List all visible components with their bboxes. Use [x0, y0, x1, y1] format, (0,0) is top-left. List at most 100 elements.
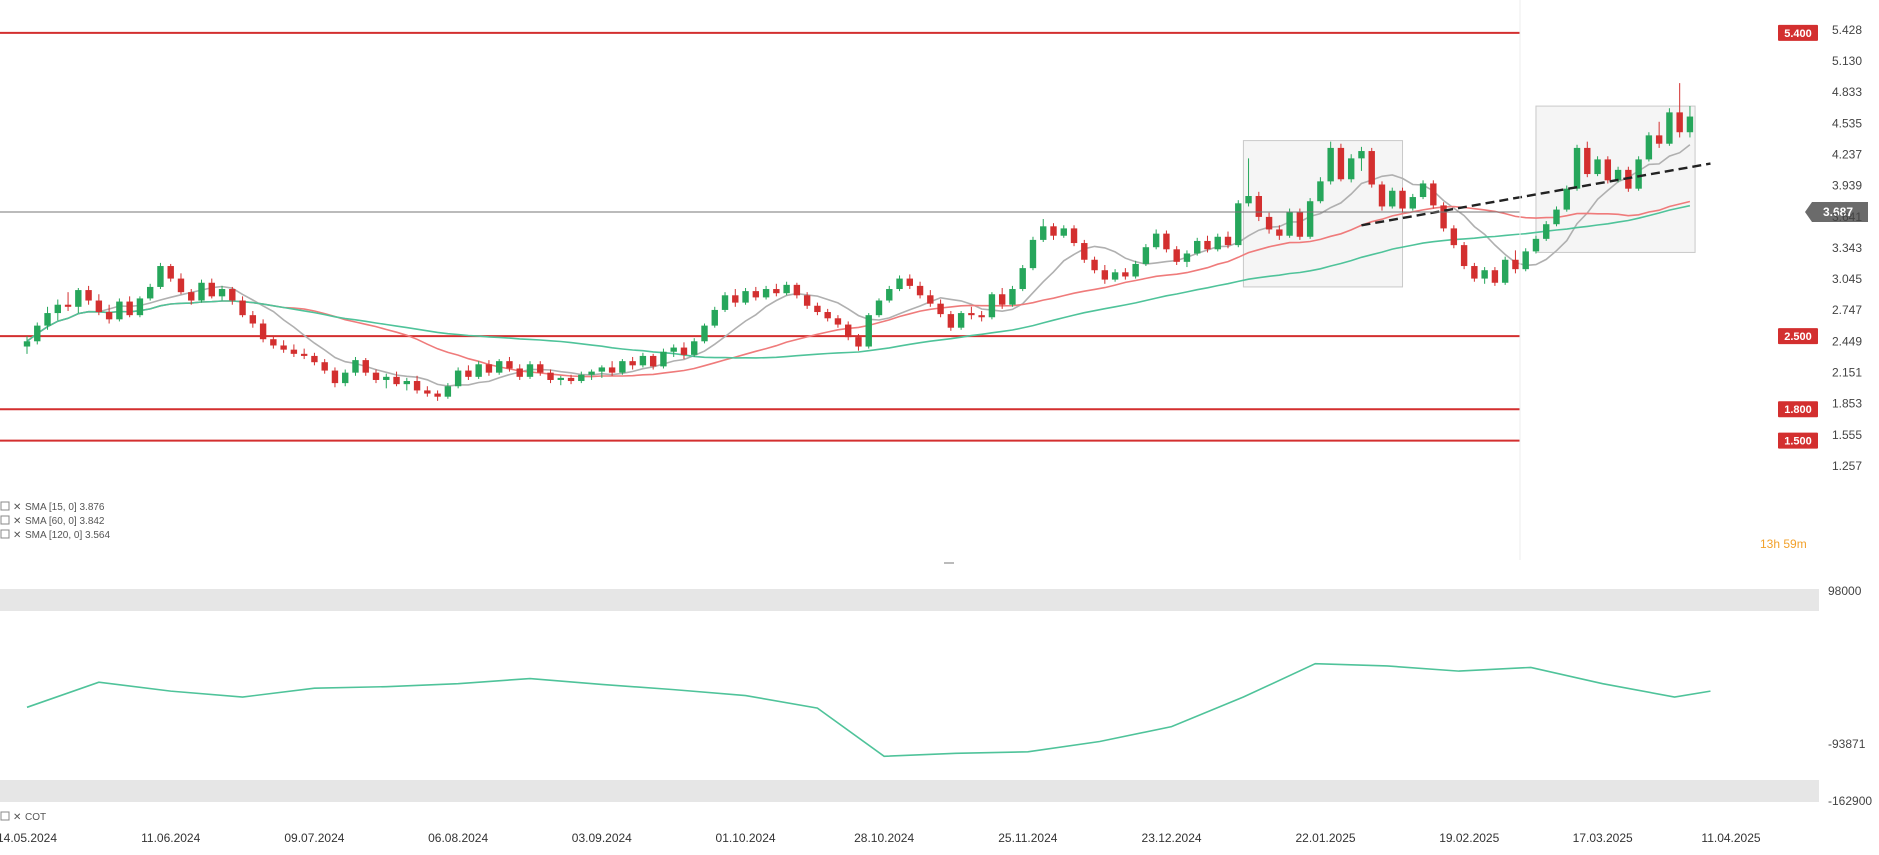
current-price-tag [1805, 201, 1868, 222]
candle-body [475, 364, 482, 377]
candle-body [732, 295, 739, 303]
candle-body [1060, 228, 1067, 236]
candle-body [906, 278, 913, 286]
candle-body [660, 351, 667, 367]
candle-body [1471, 266, 1478, 279]
candle-body [793, 284, 801, 296]
candle-body [1358, 151, 1365, 159]
candle-body [1563, 188, 1570, 210]
candle-body [1029, 239, 1037, 269]
price-tick-label: 5.428 [1832, 23, 1862, 37]
candle-body [1522, 251, 1529, 270]
candle-body [105, 312, 113, 320]
price-tick-label: 3.045 [1832, 272, 1862, 286]
candle-body [1378, 184, 1386, 207]
price-axis: 5.428 5.130 4.833 4.535 4.237 3.939 3.641 3.343… [1519, 0, 1862, 560]
candle-body [1163, 233, 1170, 250]
candle-body [1081, 243, 1088, 260]
candle-body [691, 341, 698, 355]
candle-body [1327, 147, 1334, 182]
candle-body [916, 285, 924, 296]
candle-body [865, 315, 872, 347]
candle-body [578, 374, 585, 382]
candle-body [670, 347, 677, 352]
cot-label: COT [25, 812, 46, 823]
candle-body [198, 282, 205, 301]
candle-body [1019, 268, 1026, 290]
volume-panel: 98000 [0, 562, 1862, 611]
legend-settings-icon [0, 501, 10, 511]
date-tick-label: 06.08.2024 [428, 831, 488, 845]
candle-body [1132, 263, 1139, 277]
candle-body [1317, 181, 1324, 202]
candle-body [526, 364, 534, 377]
candle-body [383, 376, 390, 380]
price-tick-label: 4.237 [1832, 147, 1862, 161]
candle-body [136, 298, 144, 316]
candle-body [413, 381, 421, 391]
price-tick-label: 4.535 [1832, 116, 1862, 130]
date-tick-label: 23.12.2024 [1142, 831, 1202, 845]
candle-body [177, 278, 185, 293]
candle-body [834, 318, 842, 325]
candle-body [157, 266, 164, 287]
price-tick-label: 2.747 [1832, 303, 1862, 317]
candle-body [1183, 253, 1191, 262]
candle-body [1142, 247, 1150, 264]
candle-body [639, 355, 647, 366]
candle-body [814, 305, 821, 313]
candle-body [1419, 183, 1427, 198]
candle-body [1666, 112, 1673, 144]
candle-body [1635, 159, 1642, 189]
sma-line [26, 144, 1691, 387]
candle-body [116, 301, 123, 320]
candle-body [1512, 259, 1519, 270]
level-tag [1778, 328, 1818, 345]
price-tick-label: 3.641 [1832, 210, 1862, 224]
candle-body [937, 303, 944, 315]
candle-body [649, 355, 657, 367]
volume-axis-label: 98000 [1828, 584, 1862, 598]
cot-axis-label: -93871 [1828, 737, 1866, 751]
candle-body [1070, 228, 1078, 244]
candle-body [845, 324, 852, 338]
candle-body [1501, 259, 1509, 283]
legend-indicator: SMA [15, 0] 3.876 [25, 502, 105, 513]
candle-body [342, 372, 349, 384]
candle-body [95, 300, 103, 313]
level-tag-label: 1.500 [1784, 436, 1812, 448]
candle-body [300, 353, 308, 356]
candle-body [495, 361, 503, 373]
candle-body [259, 323, 267, 340]
candle-body [239, 300, 246, 316]
price-tick-label: 4.833 [1832, 85, 1862, 99]
candle-body [454, 370, 462, 387]
cot-panel: -93871 -162900 ✕ COT [0, 662, 1872, 823]
candle-body [1553, 209, 1560, 225]
candle-body [701, 325, 708, 342]
price-tick-label: 3.939 [1832, 179, 1862, 193]
legend-settings-icon [0, 515, 10, 525]
candle-body [721, 295, 729, 310]
date-tick-label: 22.01.2025 [1295, 831, 1355, 845]
candle-body [629, 361, 636, 366]
trendline [1361, 162, 1711, 227]
candle-body [393, 376, 400, 385]
candle-body [1276, 229, 1283, 236]
panel-resize-handle [944, 562, 954, 564]
candle-body [1460, 245, 1468, 267]
cot-axis-label: -162900 [1828, 794, 1872, 808]
candle-body [1594, 159, 1601, 175]
candle-body [742, 291, 749, 303]
candle-body [598, 367, 606, 372]
candle-body [54, 304, 61, 314]
candle-body [321, 362, 328, 371]
candle-body [1337, 147, 1345, 180]
legend-settings-icon [0, 529, 10, 539]
candle-body [988, 294, 996, 318]
candle-body [1399, 190, 1406, 209]
candle-body [680, 347, 688, 355]
date-tick-label: 19.02.2025 [1439, 831, 1499, 845]
candle-body [998, 294, 1006, 305]
